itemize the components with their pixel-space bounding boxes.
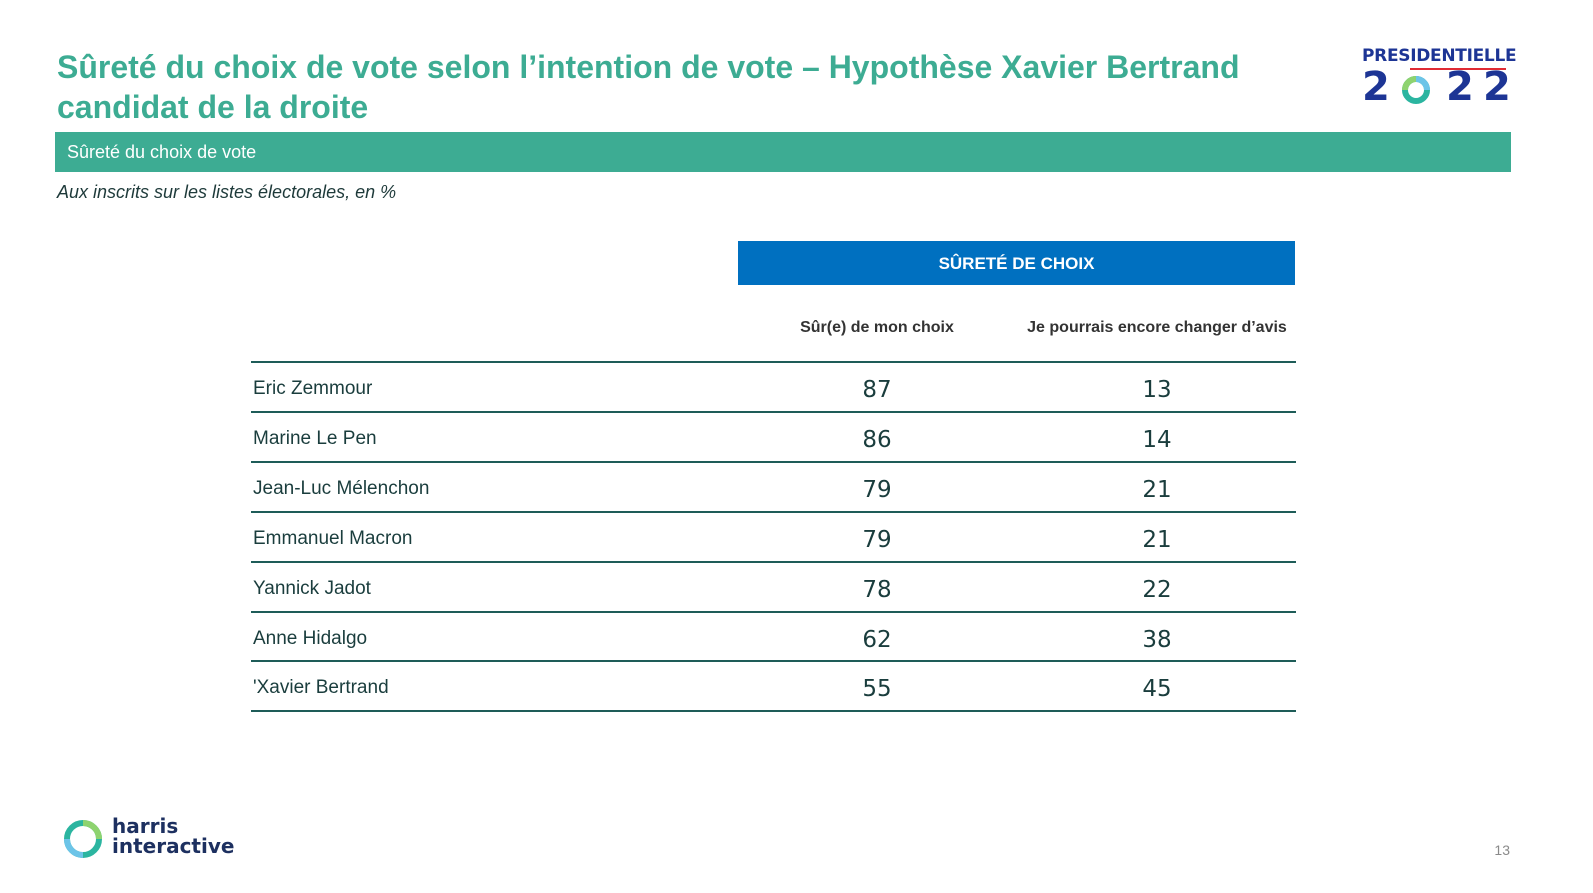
table-row: Yannick Jadot 78 22 xyxy=(251,563,1296,611)
harris-logo-text: harris interactive xyxy=(112,816,234,856)
table-group-header: SÛRETÉ DE CHOIX xyxy=(738,241,1295,285)
column-header-change-label: Je pourrais encore changer d’avis xyxy=(1027,319,1287,336)
harris-ring-icon xyxy=(64,820,102,858)
candidate-name: Emmanuel Macron xyxy=(253,528,413,549)
column-header-sure: Sûr(e) de mon choix xyxy=(737,302,1017,354)
value-change: 21 xyxy=(1142,527,1172,553)
logo-digit-2: 2 xyxy=(1362,64,1390,110)
logo-digit-2: 2 xyxy=(1483,64,1511,110)
candidate-name: Anne Hidalgo xyxy=(253,628,368,649)
table-row: Anne Hidalgo 62 38 xyxy=(251,613,1296,661)
candidate-name: 'Xavier Bertrand xyxy=(253,677,389,698)
table-row: Marine Le Pen 86 14 xyxy=(251,413,1296,461)
candidate-name: Jean-Luc Mélenchon xyxy=(253,478,430,499)
page-number: 13 xyxy=(1494,842,1510,858)
table-row: Jean-Luc Mélenchon 79 21 xyxy=(251,463,1296,511)
value-change: 22 xyxy=(1142,577,1172,603)
presidentielle-2022-logo: PRESIDENTIELLE 2 2 2 xyxy=(1362,46,1517,110)
logo-digit-2: 2 xyxy=(1446,64,1474,110)
row-divider xyxy=(251,561,1296,563)
value-change: 45 xyxy=(1142,676,1172,702)
row-divider xyxy=(251,511,1296,513)
candidate-name: Eric Zemmour xyxy=(253,378,373,399)
value-sure: 87 xyxy=(862,377,892,403)
column-header-sure-label: Sûr(e) de mon choix xyxy=(800,319,954,336)
row-divider xyxy=(251,411,1296,413)
logo-presidentielle-text: PRESIDENTIELLE xyxy=(1362,46,1517,66)
row-divider xyxy=(251,611,1296,613)
row-divider xyxy=(251,710,1296,712)
candidate-name: Marine Le Pen xyxy=(253,428,377,449)
value-sure: 86 xyxy=(862,427,892,453)
row-divider xyxy=(251,361,1296,363)
value-sure: 78 xyxy=(862,577,892,603)
value-change: 13 xyxy=(1142,377,1172,403)
section-bar: Sûreté du choix de vote xyxy=(55,132,1511,172)
value-change: 38 xyxy=(1142,627,1172,653)
page-title: Sûreté du choix de vote selon l’intentio… xyxy=(57,47,1297,127)
candidate-name: Yannick Jadot xyxy=(253,578,371,599)
harris-logo-line-1: harris xyxy=(112,814,179,838)
logo-underline xyxy=(1410,68,1506,70)
subtitle: Aux inscrits sur les listes électorales,… xyxy=(57,182,397,202)
value-sure: 79 xyxy=(862,527,892,553)
value-sure: 79 xyxy=(862,477,892,503)
column-header-change: Je pourrais encore changer d’avis xyxy=(1017,302,1297,354)
logo-ring-icon xyxy=(1402,76,1430,104)
value-sure: 62 xyxy=(862,627,892,653)
table-row: 'Xavier Bertrand 55 45 xyxy=(251,662,1296,710)
page-title-line-2: candidat de la droite xyxy=(57,89,369,125)
table-row: Emmanuel Macron 79 21 xyxy=(251,513,1296,561)
value-change: 21 xyxy=(1142,477,1172,503)
row-divider xyxy=(251,660,1296,662)
page-title-line-1: Sûreté du choix de vote selon l’intentio… xyxy=(57,49,1240,85)
value-sure: 55 xyxy=(862,676,892,702)
row-divider xyxy=(251,461,1296,463)
table-row: Eric Zemmour 87 13 xyxy=(251,363,1296,411)
value-change: 14 xyxy=(1142,427,1172,453)
harris-logo-line-2: interactive xyxy=(112,834,235,858)
harris-interactive-logo: harris interactive xyxy=(62,816,242,862)
